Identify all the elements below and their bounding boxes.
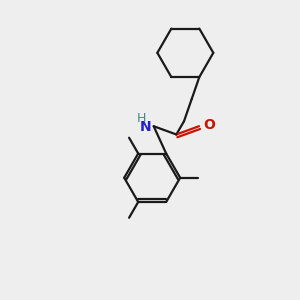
Text: H: H — [136, 112, 146, 125]
Text: O: O — [203, 118, 215, 132]
Text: N: N — [140, 120, 151, 134]
